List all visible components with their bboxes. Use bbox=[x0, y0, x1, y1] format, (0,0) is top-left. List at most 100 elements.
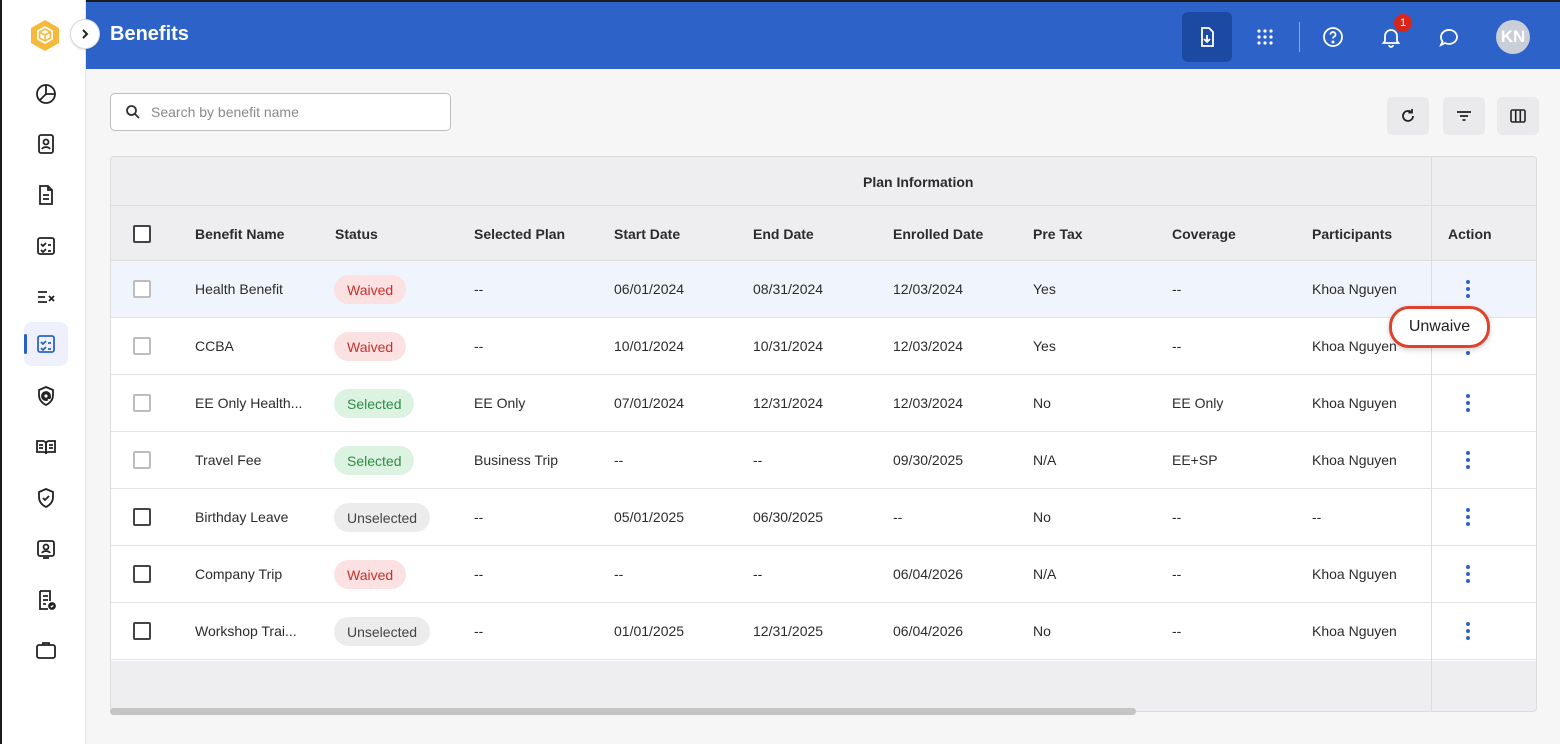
cell-end-date: 06/30/2025 bbox=[753, 509, 824, 525]
col-benefit-name[interactable]: Benefit Name bbox=[195, 226, 285, 242]
cell-start-date: 05/01/2025 bbox=[614, 509, 685, 525]
horizontal-scrollbar[interactable] bbox=[110, 708, 1136, 715]
notifications-button[interactable]: 1 bbox=[1366, 12, 1416, 62]
status-badge: Waived bbox=[334, 560, 407, 589]
nav-approvals[interactable] bbox=[24, 274, 68, 318]
search-input[interactable] bbox=[151, 104, 431, 120]
nav-tasks[interactable] bbox=[24, 224, 68, 268]
cell-participants: -- bbox=[1312, 509, 1322, 525]
cell-enrolled-date: 12/03/2024 bbox=[893, 338, 964, 354]
benefits-checklist-icon bbox=[37, 335, 55, 353]
table-row[interactable]: Company Trip -- -- -- 06/04/2026 N/A -- Khoa Ng… bbox=[111, 546, 1536, 603]
nav-employee[interactable] bbox=[24, 527, 68, 571]
group-header-plan-information: Plan Information bbox=[863, 174, 974, 190]
cell-benefit-name: Birthday Leave bbox=[195, 509, 289, 525]
pie-chart-icon bbox=[36, 84, 56, 104]
table-row[interactable]: Health Benefit -- 06/01/2024 08/31/2024 12/0… bbox=[111, 261, 1536, 318]
row-actions-kebab-icon[interactable] bbox=[1466, 280, 1470, 298]
table-row[interactable]: Birthday Leave -- 05/01/2025 06/30/2025 -- No… bbox=[111, 489, 1536, 546]
user-avatar[interactable]: KN bbox=[1496, 20, 1530, 54]
apps-button[interactable] bbox=[1240, 12, 1290, 62]
cell-pre-tax: No bbox=[1033, 509, 1051, 525]
cell-selected-plan: -- bbox=[474, 566, 484, 582]
row-actions-kebab-icon[interactable] bbox=[1466, 508, 1470, 526]
cell-end-date: 10/31/2024 bbox=[753, 338, 824, 354]
cell-coverage: -- bbox=[1172, 338, 1182, 354]
filter-button[interactable] bbox=[1443, 97, 1485, 135]
nav-benefits[interactable] bbox=[24, 322, 68, 366]
col-coverage[interactable]: Coverage bbox=[1172, 226, 1236, 242]
nav-dashboard[interactable] bbox=[24, 72, 68, 116]
row-checkbox[interactable] bbox=[133, 565, 151, 583]
cell-coverage: EE+SP bbox=[1172, 452, 1218, 468]
select-all-checkbox[interactable] bbox=[133, 225, 151, 243]
row-actions-kebab-icon[interactable] bbox=[1466, 394, 1470, 412]
sidebar bbox=[0, 0, 86, 744]
table-row[interactable]: CCBA -- 10/01/2024 10/31/2024 12/03/2024 Yes -… bbox=[111, 318, 1536, 375]
col-start-date[interactable]: Start Date bbox=[614, 226, 681, 242]
unwaive-menu-item[interactable]: Unwaive bbox=[1389, 306, 1490, 348]
export-button[interactable] bbox=[1182, 12, 1232, 62]
cell-coverage: -- bbox=[1172, 509, 1182, 525]
cell-start-date: 06/01/2024 bbox=[614, 281, 685, 297]
nav-jobs[interactable] bbox=[24, 628, 68, 672]
active-indicator bbox=[24, 334, 27, 354]
cell-enrolled-date: -- bbox=[893, 509, 903, 525]
cell-participants: Khoa Nguyen bbox=[1312, 566, 1397, 582]
row-actions-kebab-icon[interactable] bbox=[1466, 451, 1470, 469]
nav-reports[interactable] bbox=[24, 578, 68, 622]
row-checkbox[interactable] bbox=[133, 337, 151, 355]
columns-button[interactable] bbox=[1497, 97, 1539, 135]
table-row[interactable]: Workshop Trai... -- 01/01/2025 12/31/2025 06… bbox=[111, 603, 1536, 660]
cell-benefit-name: Travel Fee bbox=[195, 452, 262, 468]
nav-compliance[interactable] bbox=[24, 476, 68, 520]
chat-button[interactable] bbox=[1424, 12, 1474, 62]
row-checkbox[interactable] bbox=[133, 508, 151, 526]
header-divider bbox=[1299, 22, 1300, 52]
col-enrolled-date[interactable]: Enrolled Date bbox=[893, 226, 984, 242]
row-checkbox[interactable] bbox=[133, 394, 151, 412]
nav-handbook[interactable] bbox=[24, 425, 68, 469]
contact-card-icon bbox=[38, 134, 54, 154]
row-actions-kebab-icon[interactable] bbox=[1466, 565, 1470, 583]
table-footer bbox=[111, 661, 1536, 711]
sidebar-expand-button[interactable] bbox=[70, 19, 100, 49]
status-badge: Unselected bbox=[334, 617, 431, 646]
cell-pre-tax: Yes bbox=[1033, 338, 1056, 354]
table-row[interactable]: Travel Fee Business Trip -- -- 09/30/2025 N/A… bbox=[111, 432, 1536, 489]
col-selected-plan[interactable]: Selected Plan bbox=[474, 226, 566, 242]
table-row[interactable]: EE Only Health... EE Only 07/01/2024 12/31/… bbox=[111, 375, 1536, 432]
col-pre-tax[interactable]: Pre Tax bbox=[1033, 226, 1083, 242]
cell-participants: Khoa Nguyen bbox=[1312, 395, 1397, 411]
cell-pre-tax: Yes bbox=[1033, 281, 1056, 297]
col-participants[interactable]: Participants bbox=[1312, 226, 1393, 242]
row-checkbox[interactable] bbox=[133, 280, 151, 298]
cell-pre-tax: No bbox=[1033, 395, 1051, 411]
nav-security[interactable] bbox=[24, 374, 68, 418]
row-checkbox[interactable] bbox=[133, 451, 151, 469]
cell-enrolled-date: 09/30/2025 bbox=[893, 452, 964, 468]
search-box bbox=[110, 93, 451, 131]
col-status[interactable]: Status bbox=[335, 226, 378, 242]
cell-start-date: 07/01/2024 bbox=[614, 395, 685, 411]
row-checkbox[interactable] bbox=[133, 622, 151, 640]
nav-profile[interactable] bbox=[24, 122, 68, 166]
columns-icon bbox=[1510, 109, 1526, 123]
cell-coverage: -- bbox=[1172, 623, 1182, 639]
cell-participants: Khoa Nguyen bbox=[1312, 452, 1397, 468]
cell-coverage: EE Only bbox=[1172, 395, 1224, 411]
app-logo-icon[interactable] bbox=[28, 18, 62, 52]
refresh-button[interactable] bbox=[1387, 97, 1429, 135]
group-header-row: Plan Information bbox=[111, 157, 1536, 206]
cell-selected-plan: -- bbox=[474, 338, 484, 354]
cell-participants: Khoa Nguyen bbox=[1312, 338, 1397, 354]
help-button[interactable] bbox=[1308, 12, 1358, 62]
cell-benefit-name: Health Benefit bbox=[195, 281, 283, 297]
col-end-date[interactable]: End Date bbox=[753, 226, 814, 242]
cell-selected-plan: -- bbox=[474, 509, 484, 525]
cell-end-date: 12/31/2024 bbox=[753, 395, 824, 411]
row-actions-kebab-icon[interactable] bbox=[1466, 622, 1470, 640]
bell-icon bbox=[1381, 29, 1401, 48]
nav-documents[interactable] bbox=[24, 173, 68, 217]
cell-benefit-name: CCBA bbox=[195, 338, 234, 354]
